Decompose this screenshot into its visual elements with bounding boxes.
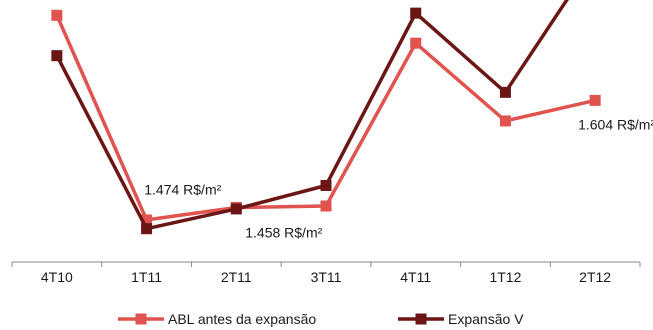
data-point-marker — [230, 203, 242, 215]
legend-item-1: ABL antes da expansão — [118, 311, 316, 327]
x-axis: 4T10 1T11 2T11 3T11 4T11 1T12 2T12 — [11, 261, 641, 285]
legend-item-2: Expansão V — [398, 311, 524, 327]
x-tick-label: 1T12 — [489, 269, 521, 285]
series-line — [55, 0, 569, 231]
data-point-marker — [589, 94, 601, 106]
x-tick-label: 4T10 — [41, 269, 73, 285]
series-1 — [51, 9, 601, 226]
data-point-marker — [141, 223, 153, 235]
data-label: 1.474 R$/m² — [144, 181, 221, 197]
legend-label: Expansão V — [448, 311, 524, 327]
data-point-marker — [410, 7, 422, 19]
annotation-layer: 1.474 R$/m²1.458 R$/m²1.799 R$/m²1.604 R… — [144, 116, 653, 240]
x-tick-label: 2T11 — [221, 269, 252, 285]
legend-swatch-marker — [415, 313, 427, 325]
x-tick-label: 3T11 — [311, 269, 342, 285]
data-point-marker — [141, 214, 153, 226]
series-layer — [51, 0, 601, 235]
legend-swatch-marker — [135, 313, 147, 325]
x-tick-label: 1T11 — [131, 269, 162, 285]
legend-label: ABL antes da expansão — [168, 311, 316, 327]
legend: ABL antes da expansão Expansão V — [118, 311, 524, 327]
x-tick-label: 2T12 — [579, 269, 611, 285]
x-tick-label: 4T11 — [400, 269, 431, 285]
data-point-marker — [51, 50, 63, 62]
data-point-marker — [320, 179, 332, 191]
data-point-marker — [499, 115, 511, 127]
data-point-marker — [410, 37, 422, 49]
data-label: 1.458 R$/m² — [245, 224, 322, 240]
series-2 — [51, 0, 569, 235]
data-point-marker — [320, 200, 332, 212]
data-label: 1.604 R$/m² — [578, 116, 653, 132]
data-point-marker — [499, 86, 511, 98]
data-point-marker — [51, 9, 63, 21]
